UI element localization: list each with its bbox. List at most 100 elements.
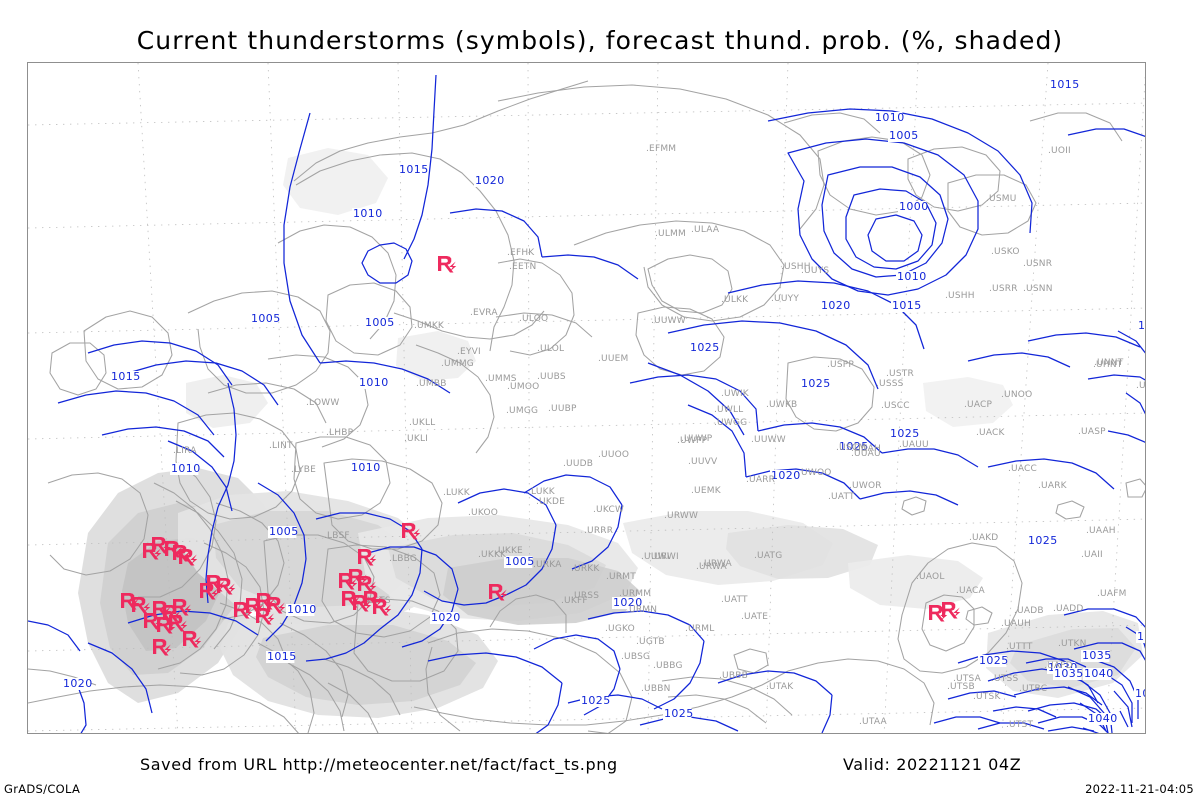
station-label: .UUDB <box>563 459 593 469</box>
storm-glyph-body <box>152 537 168 554</box>
station-label: .UKDE <box>536 497 565 507</box>
isobar-label-halo <box>170 463 199 475</box>
station-label: .UUAU <box>851 449 881 459</box>
thunderstorm-symbol <box>143 543 162 560</box>
isobar-label-halo <box>889 428 918 440</box>
station-label: .USCM <box>836 443 866 453</box>
station-label: .UNNT <box>1094 358 1124 368</box>
storm-glyph-body <box>153 639 169 656</box>
isobar-label-halo <box>580 695 609 707</box>
isobar-label: 1015 <box>1138 319 1146 332</box>
station-label: .UAUH <box>1001 619 1031 629</box>
storm-glyph-body <box>267 597 283 614</box>
station-label: .UATT <box>828 492 855 502</box>
valid-time-label: Valid: 20221121 04Z <box>843 755 1022 774</box>
station-label: .UBBN <box>641 684 671 694</box>
station-label: .UATT <box>721 595 748 605</box>
thunderstorm-probability-shading <box>78 148 1143 718</box>
isobar-label-halo <box>352 208 381 220</box>
isobar-label-halo <box>838 441 867 453</box>
station-label: .LBSF <box>324 531 350 541</box>
isobar-label-halo <box>1083 668 1112 680</box>
isobar-label: 1040 <box>1088 712 1118 725</box>
station-label: .UWPP <box>677 436 708 446</box>
storm-glyph-bolt <box>194 636 202 647</box>
isobar-label-halo <box>874 112 903 124</box>
station-label: .UACA <box>956 586 986 596</box>
station-label: .UTTT <box>1006 642 1033 652</box>
station-label: .USSS <box>876 379 904 389</box>
station-label: .UTSK <box>973 692 1001 702</box>
station-label: .UWLL <box>714 405 743 415</box>
isobar-label: 1010 <box>875 111 905 124</box>
thunderstorm-symbol <box>183 631 202 648</box>
station-label: .LOWW <box>306 398 339 408</box>
isobar-label-halo <box>663 708 692 720</box>
storm-glyph-bolt <box>360 574 368 585</box>
storm-glyph-bolt <box>449 261 457 272</box>
station-label: .UMMG <box>441 359 474 369</box>
isobar-label: 1025 <box>690 341 720 354</box>
station-label: .UTST <box>1006 720 1033 730</box>
isobar-label-halo <box>898 201 927 213</box>
station-label: .UAFD <box>1044 661 1073 671</box>
station-label: .UTAK <box>766 682 794 692</box>
storm-glyph-bolt <box>364 600 372 611</box>
station-label: .ULOL <box>537 344 564 354</box>
storm-glyph-body <box>942 602 958 619</box>
station-label: .URWA <box>696 562 728 572</box>
thunderstorm-symbol <box>489 584 508 601</box>
isobar-label: 1020 <box>475 174 505 187</box>
station-label: .UAAH <box>1086 526 1116 536</box>
station-label: .UGKO <box>605 624 635 634</box>
thunderstorm-symbol <box>402 523 421 540</box>
station-label: .UMOO <box>507 382 539 392</box>
isobar-label: 1025 <box>979 654 1009 667</box>
map-canvas[interactable]: 1015 1020 1010 1015 1010 1005 1000 1010 1015 1020… <box>28 63 1146 734</box>
storm-glyph-bolt <box>228 583 236 594</box>
isobar-label-halo <box>770 470 799 482</box>
thunderstorm-symbol <box>358 549 377 566</box>
storm-glyph-bolt <box>184 604 192 615</box>
station-label: .UBBB <box>719 671 748 681</box>
storm-glyph-body <box>157 617 173 634</box>
isobar-label: 1015 <box>111 370 141 383</box>
isobar-label: 1025 <box>1135 687 1146 700</box>
isobar-label-halo <box>364 317 393 329</box>
thunderstorm-symbol <box>217 578 236 595</box>
storm-glyph-body <box>438 256 454 273</box>
storm-glyph-body <box>234 602 250 619</box>
mslp-isobars <box>28 74 1145 733</box>
isobar-label-halo <box>612 597 641 609</box>
storm-glyph-bolt <box>164 644 172 655</box>
page-title: Current thunderstorms (symbols), forecas… <box>136 26 1064 55</box>
thunderstorm-symbol <box>256 608 275 625</box>
station-label: .USTR <box>886 369 914 379</box>
storm-glyph-body <box>173 599 189 616</box>
station-label: .UUBS <box>537 372 566 382</box>
isobar-label-halo <box>1053 668 1082 680</box>
isobar-label: 1020 <box>821 299 851 312</box>
storm-glyph-body <box>358 549 374 566</box>
station-label: .UATE <box>741 612 768 622</box>
isobar-label: 1000 <box>899 200 929 213</box>
station-label: .UUYY <box>771 294 799 304</box>
isobar-label-halo <box>1136 631 1145 643</box>
isobar-label-halo <box>1137 320 1145 332</box>
map-frame[interactable]: 1015 1020 1010 1015 1010 1005 1000 1010 1015 1020… <box>27 62 1146 734</box>
station-label: .URWA <box>701 559 733 569</box>
isobar-label-halo <box>398 164 427 176</box>
storm-glyph-bolt <box>350 578 358 589</box>
station-label: .URMN <box>626 605 657 615</box>
storm-glyph-bolt <box>143 602 151 613</box>
station-label: .URMM <box>619 589 651 599</box>
isobar-label: 1025 <box>581 694 611 707</box>
station-label: .ULOO <box>519 314 548 324</box>
isobar-label: 1030 <box>1137 630 1146 643</box>
isobar-label-halo <box>358 377 387 389</box>
isobar-label: 1010 <box>897 270 927 283</box>
station-label: .UKLL <box>409 418 435 428</box>
station-label: .UUWI <box>641 552 670 562</box>
station-label: .URRR <box>584 526 613 536</box>
station-label: .UUOO <box>598 450 629 460</box>
